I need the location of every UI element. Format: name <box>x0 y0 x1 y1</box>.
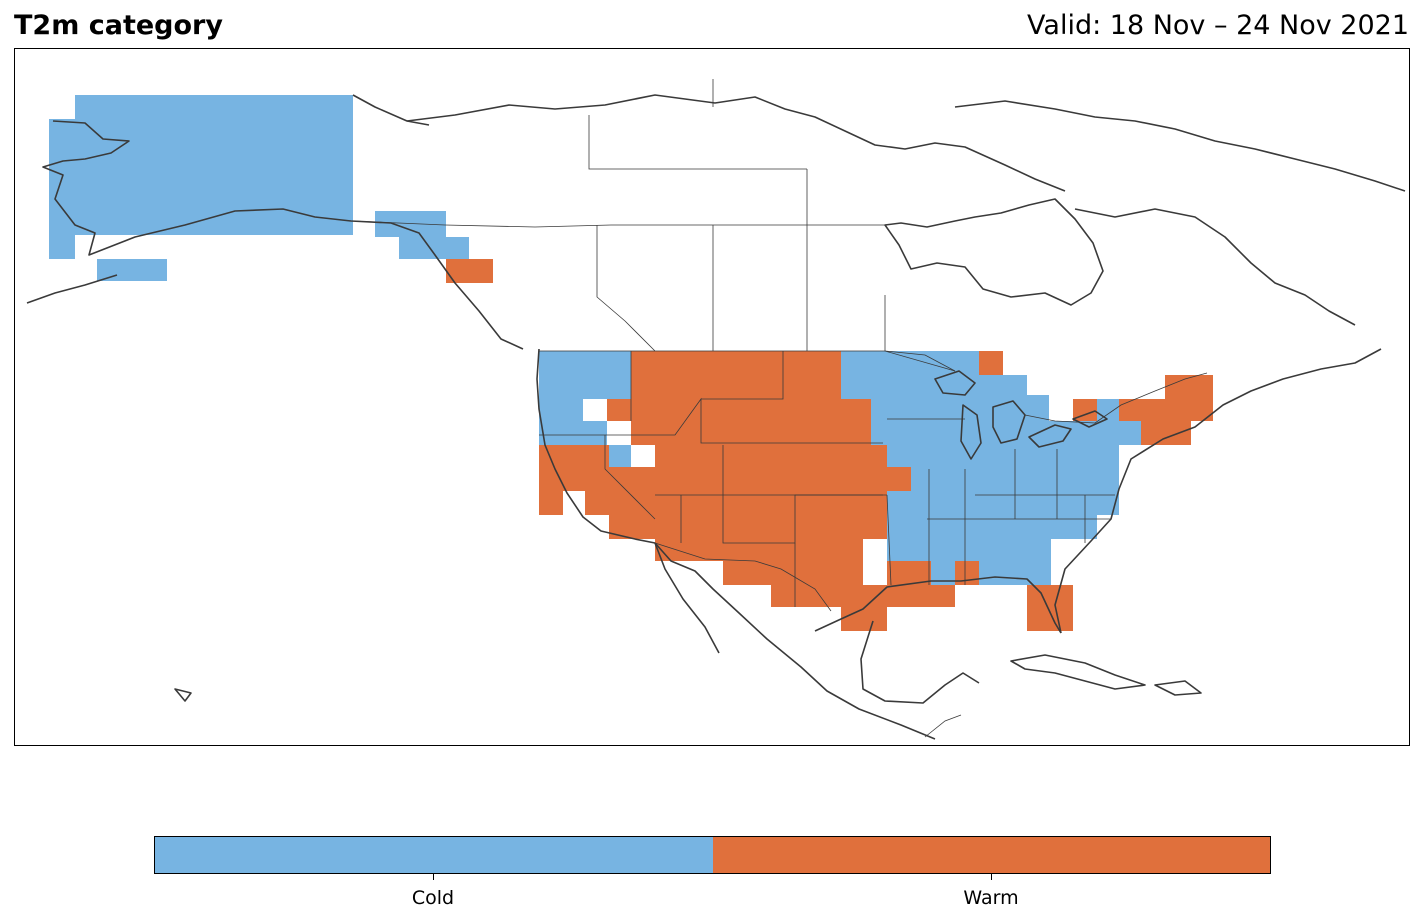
colorbar-label-warm: Warm <box>963 887 1019 909</box>
colorbar-label-cold: Cold <box>411 887 455 909</box>
warm-cell <box>1027 585 1073 631</box>
cold-cell <box>841 351 1141 585</box>
coastlines <box>26 94 1406 740</box>
valid-period: Valid: 18 Nov – 24 Nov 2021 <box>1027 10 1409 41</box>
political-borders <box>352 79 1208 738</box>
cold-cell <box>539 351 631 445</box>
warm-cell <box>979 351 1003 375</box>
colorbar-cold-segment <box>155 837 713 873</box>
warm-cell <box>446 259 493 283</box>
colorbar-tick-warm <box>991 874 992 880</box>
colorbar-warm-segment <box>712 837 1270 873</box>
map-title: T2m category <box>14 10 223 41</box>
cold-cell <box>609 445 631 467</box>
warm-anomaly-cells <box>446 259 1213 631</box>
cold-cell <box>375 211 469 259</box>
colorbar-tick-cold <box>433 874 434 880</box>
map-panel <box>14 48 1410 746</box>
colorbar <box>154 836 1271 874</box>
warm-cell <box>1119 375 1213 445</box>
warm-cell <box>1073 399 1097 421</box>
cold-cell <box>49 95 353 259</box>
map-canvas <box>26 79 1406 740</box>
warm-cell <box>539 351 955 631</box>
